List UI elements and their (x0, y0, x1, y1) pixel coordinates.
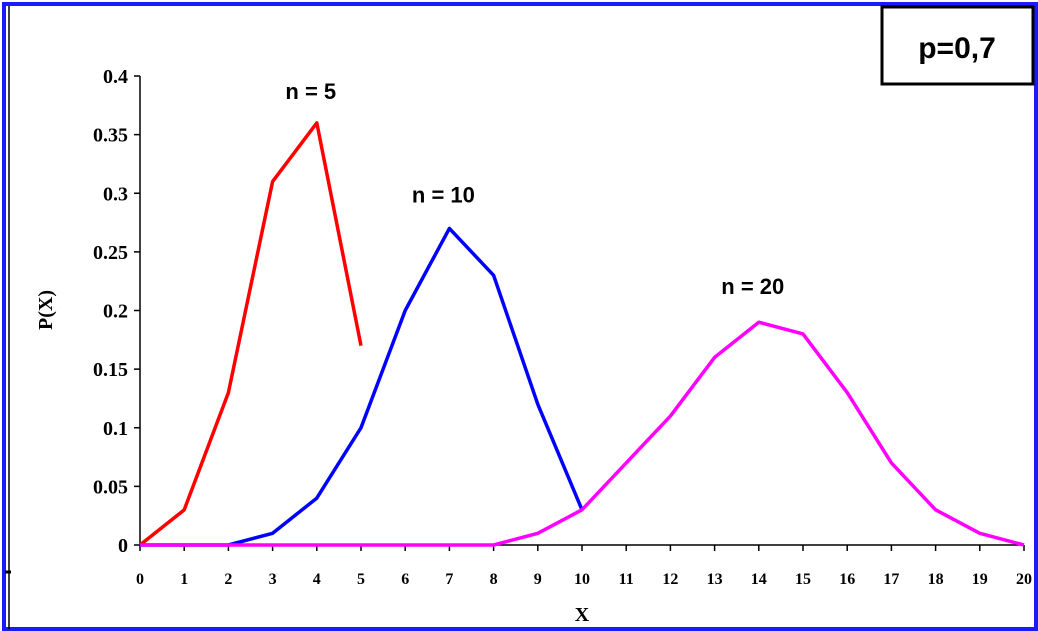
y-tick-label: 0.3 (103, 183, 128, 205)
x-tick-label: 18 (928, 571, 944, 588)
y-tick-label: 0.1 (103, 418, 128, 440)
title-box (880, 5, 1035, 86)
y-tick-label: 0 (118, 535, 128, 557)
y-axis-ticks: 0 0.05 0.1 0.15 0.2 0.25 0.3 0.35 0.4 (93, 66, 140, 557)
y-tick-label: 0.2 (103, 301, 128, 323)
x-tick-label: 17 (883, 571, 899, 588)
x-tick-label: 12 (662, 571, 678, 588)
x-tick-label: 10 (574, 571, 590, 588)
x-tick-label: 8 (490, 571, 498, 588)
y-tick-label: 0.4 (103, 66, 128, 88)
series-line (140, 320, 1025, 547)
x-tick-label: 7 (445, 571, 453, 588)
y-tick-label: 0.35 (93, 125, 128, 147)
x-tick-label: 19 (972, 571, 988, 588)
x-tick-label: 5 (357, 571, 365, 588)
x-tick-label: 20 (1016, 571, 1032, 588)
x-tick-label: 16 (839, 571, 855, 588)
x-tick-label: 11 (619, 571, 634, 588)
y-tick-label: 0.15 (93, 359, 128, 381)
x-tick-label: 15 (795, 571, 811, 588)
title-box-text: p=0,7 (918, 32, 996, 65)
y-axis-label: P(X) (35, 290, 57, 330)
series-label: n = 10 (412, 182, 475, 207)
x-axis-label: X (575, 604, 590, 626)
x-tick-label: 13 (707, 571, 723, 588)
y-tick-label: 0.05 (93, 476, 128, 498)
series-label: n = 5 (285, 79, 336, 104)
y-tick-label: 0.25 (93, 242, 128, 264)
series-line (138, 121, 363, 547)
series-group: n = 5 n = 10 n = 20 (138, 79, 1025, 547)
x-tick-label: 9 (534, 571, 542, 588)
x-tick-label: 4 (313, 571, 321, 588)
x-tick-label: 2 (224, 571, 232, 588)
x-tick-label: 14 (751, 571, 767, 588)
x-axis-ticks: 0 1 2 3 4 5 6 7 8 9 10 11 12 13 14 15 16 17 18 19 20 (136, 545, 1032, 588)
x-tick-label: 1 (180, 571, 188, 588)
x-tick-label: 0 (136, 571, 144, 588)
x-tick-label: 3 (269, 571, 277, 588)
x-tick-label: 6 (401, 571, 409, 588)
series-label: n = 20 (721, 274, 784, 299)
